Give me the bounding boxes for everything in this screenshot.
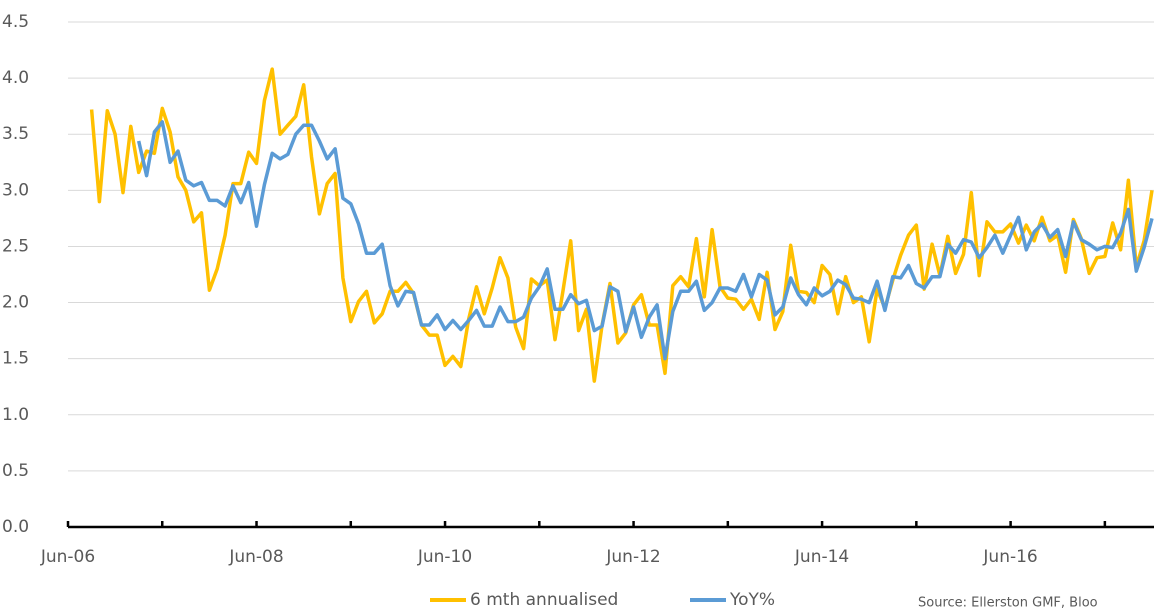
- y-tick-label: 1.0: [2, 405, 29, 425]
- legend-label: YoY%: [729, 590, 775, 609]
- y-tick-label: 4.0: [2, 68, 29, 88]
- x-tick-label: Jun-08: [228, 547, 283, 567]
- x-tick-label: Jun-06: [40, 547, 95, 567]
- x-tick-label: Jun-12: [605, 547, 660, 567]
- series-line: [89, 67, 1154, 383]
- series-line: [136, 120, 1154, 361]
- y-tick-label: 0.5: [2, 461, 29, 481]
- y-tick-label: 1.5: [2, 349, 29, 369]
- y-tick-label: 3.0: [2, 180, 29, 200]
- source-note: Source: Ellerston GMF, Bloo: [918, 596, 1098, 609]
- legend-label: 6 mth annualised: [470, 590, 618, 609]
- y-tick-label: 0.0: [2, 517, 29, 537]
- y-tick-label: 2.5: [2, 236, 29, 256]
- y-tick-label: 4.5: [2, 12, 29, 32]
- y-tick-label: 3.5: [2, 124, 29, 144]
- y-tick-label: 2.0: [2, 293, 29, 313]
- x-tick-label: Jun-10: [417, 547, 472, 567]
- x-tick-label: Jun-14: [794, 547, 849, 567]
- x-tick-label: Jun-16: [982, 547, 1037, 567]
